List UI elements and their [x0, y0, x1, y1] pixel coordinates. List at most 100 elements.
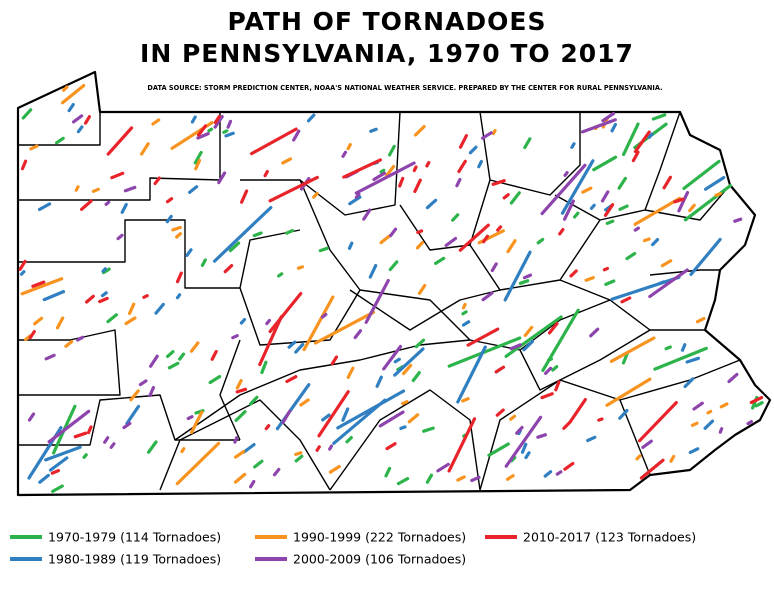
tornado-track	[586, 435, 597, 443]
tornado-track	[683, 184, 733, 222]
tornado-track	[188, 185, 199, 194]
tornado-track	[601, 111, 616, 123]
tornado-track	[589, 203, 596, 210]
tornado-track	[600, 190, 610, 203]
tornado-track	[399, 425, 407, 430]
tornado-track	[447, 417, 477, 473]
tornado-track	[388, 260, 399, 272]
tornado-track	[470, 475, 481, 483]
tornado-track	[50, 469, 61, 475]
tornado-track	[264, 424, 271, 431]
tornado-track	[233, 472, 247, 484]
tornado-track	[147, 440, 158, 454]
tornado-track	[562, 420, 572, 430]
tornado-track	[412, 165, 418, 173]
tornado-track	[62, 85, 69, 92]
tornado-track	[536, 433, 548, 439]
tornado-track	[106, 313, 119, 324]
tornado-track	[425, 161, 431, 168]
tornado-track	[138, 379, 148, 387]
tornado-track	[524, 451, 531, 460]
tornado-track	[733, 217, 743, 223]
tornado-track	[372, 171, 386, 182]
tornado-track	[569, 269, 578, 278]
tornado-track	[317, 390, 350, 438]
tornado-track	[491, 129, 497, 136]
tornado-track	[682, 159, 721, 190]
source-note: DATA SOURCE: STORM PREDICTION CENTER, NO…	[147, 84, 662, 92]
tornado-track	[718, 427, 724, 434]
tornado-track	[213, 114, 221, 125]
tornado-track	[321, 413, 331, 422]
tornado-track	[502, 193, 510, 200]
tornado-track	[660, 259, 673, 268]
tornado-track	[504, 415, 543, 468]
tornado-track	[82, 453, 88, 459]
tornado-track	[106, 126, 134, 156]
tornado-track	[233, 436, 239, 444]
tornado-track	[647, 132, 654, 139]
legend-label: 1980-1989 (119 Tornadoes)	[48, 552, 221, 567]
tornado-track	[213, 206, 273, 263]
tornado-track	[746, 420, 754, 426]
tornado-track	[662, 175, 673, 190]
tornado-track	[434, 256, 446, 265]
tornado-track	[384, 164, 396, 178]
tornado-track	[518, 279, 530, 285]
tornado-track	[249, 479, 256, 489]
tornado-track	[21, 108, 33, 120]
tornado-track	[673, 197, 685, 204]
tornado-track	[522, 339, 535, 352]
tornado-track	[235, 379, 243, 390]
tornado-track	[336, 389, 406, 430]
tornado-track	[562, 199, 576, 221]
tornado-track	[398, 176, 405, 188]
tornado-track	[47, 409, 91, 444]
tornado-track	[149, 354, 159, 368]
tornado-track	[592, 155, 618, 172]
tornado-track	[64, 340, 74, 348]
tornado-track	[503, 250, 532, 302]
tornado-track	[669, 454, 676, 463]
tornado-track	[416, 229, 424, 235]
tornado-track	[610, 275, 681, 301]
tornado-track	[536, 237, 545, 245]
tornado-track	[67, 102, 75, 113]
tornado-track	[639, 458, 665, 480]
tornado-track	[456, 345, 487, 404]
tornado-track	[250, 127, 298, 156]
tornado-track	[294, 342, 305, 354]
tornado-track	[194, 158, 202, 171]
tornado-track	[425, 198, 438, 210]
tornado-track	[580, 118, 617, 134]
tornado-track	[175, 271, 183, 284]
tornado-track	[379, 234, 392, 245]
tornado-track	[268, 175, 319, 203]
tornado-track	[388, 144, 396, 157]
tornado-track	[51, 484, 64, 493]
tornado-track	[235, 387, 248, 394]
tornado-track	[543, 366, 553, 375]
tornado-track	[346, 366, 355, 379]
tornado-track	[234, 410, 247, 422]
tornado-track	[345, 436, 353, 444]
tornado-track	[490, 262, 498, 273]
tornado-track	[76, 125, 84, 134]
tornado-track	[292, 129, 301, 142]
tornado-track	[242, 443, 256, 454]
tornado-track	[60, 83, 86, 105]
tornado-track	[496, 225, 503, 232]
title-line: IN PENNSYLVANIA, 1970 TO 2017	[140, 39, 634, 68]
tornado-track	[263, 170, 269, 178]
tornado-track	[54, 136, 65, 145]
tornado-track	[196, 132, 210, 140]
tornado-track	[650, 238, 660, 247]
tornado-track	[393, 357, 401, 364]
tornado-track	[321, 312, 328, 319]
tornado-track	[79, 199, 93, 211]
tornado-track	[190, 115, 197, 124]
tornado-track	[260, 360, 268, 375]
tornado-track	[407, 413, 420, 424]
tornado-track	[347, 241, 354, 250]
tornado-track	[680, 343, 687, 352]
